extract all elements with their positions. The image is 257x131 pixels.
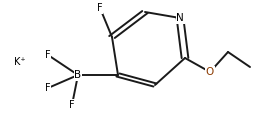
Text: F: F xyxy=(97,3,103,13)
Text: F: F xyxy=(69,100,75,110)
Text: B: B xyxy=(75,70,81,80)
Text: O: O xyxy=(206,67,214,77)
Text: F: F xyxy=(45,50,51,60)
Text: F: F xyxy=(45,83,51,93)
Text: N: N xyxy=(176,13,184,23)
Text: K⁺: K⁺ xyxy=(14,57,26,67)
